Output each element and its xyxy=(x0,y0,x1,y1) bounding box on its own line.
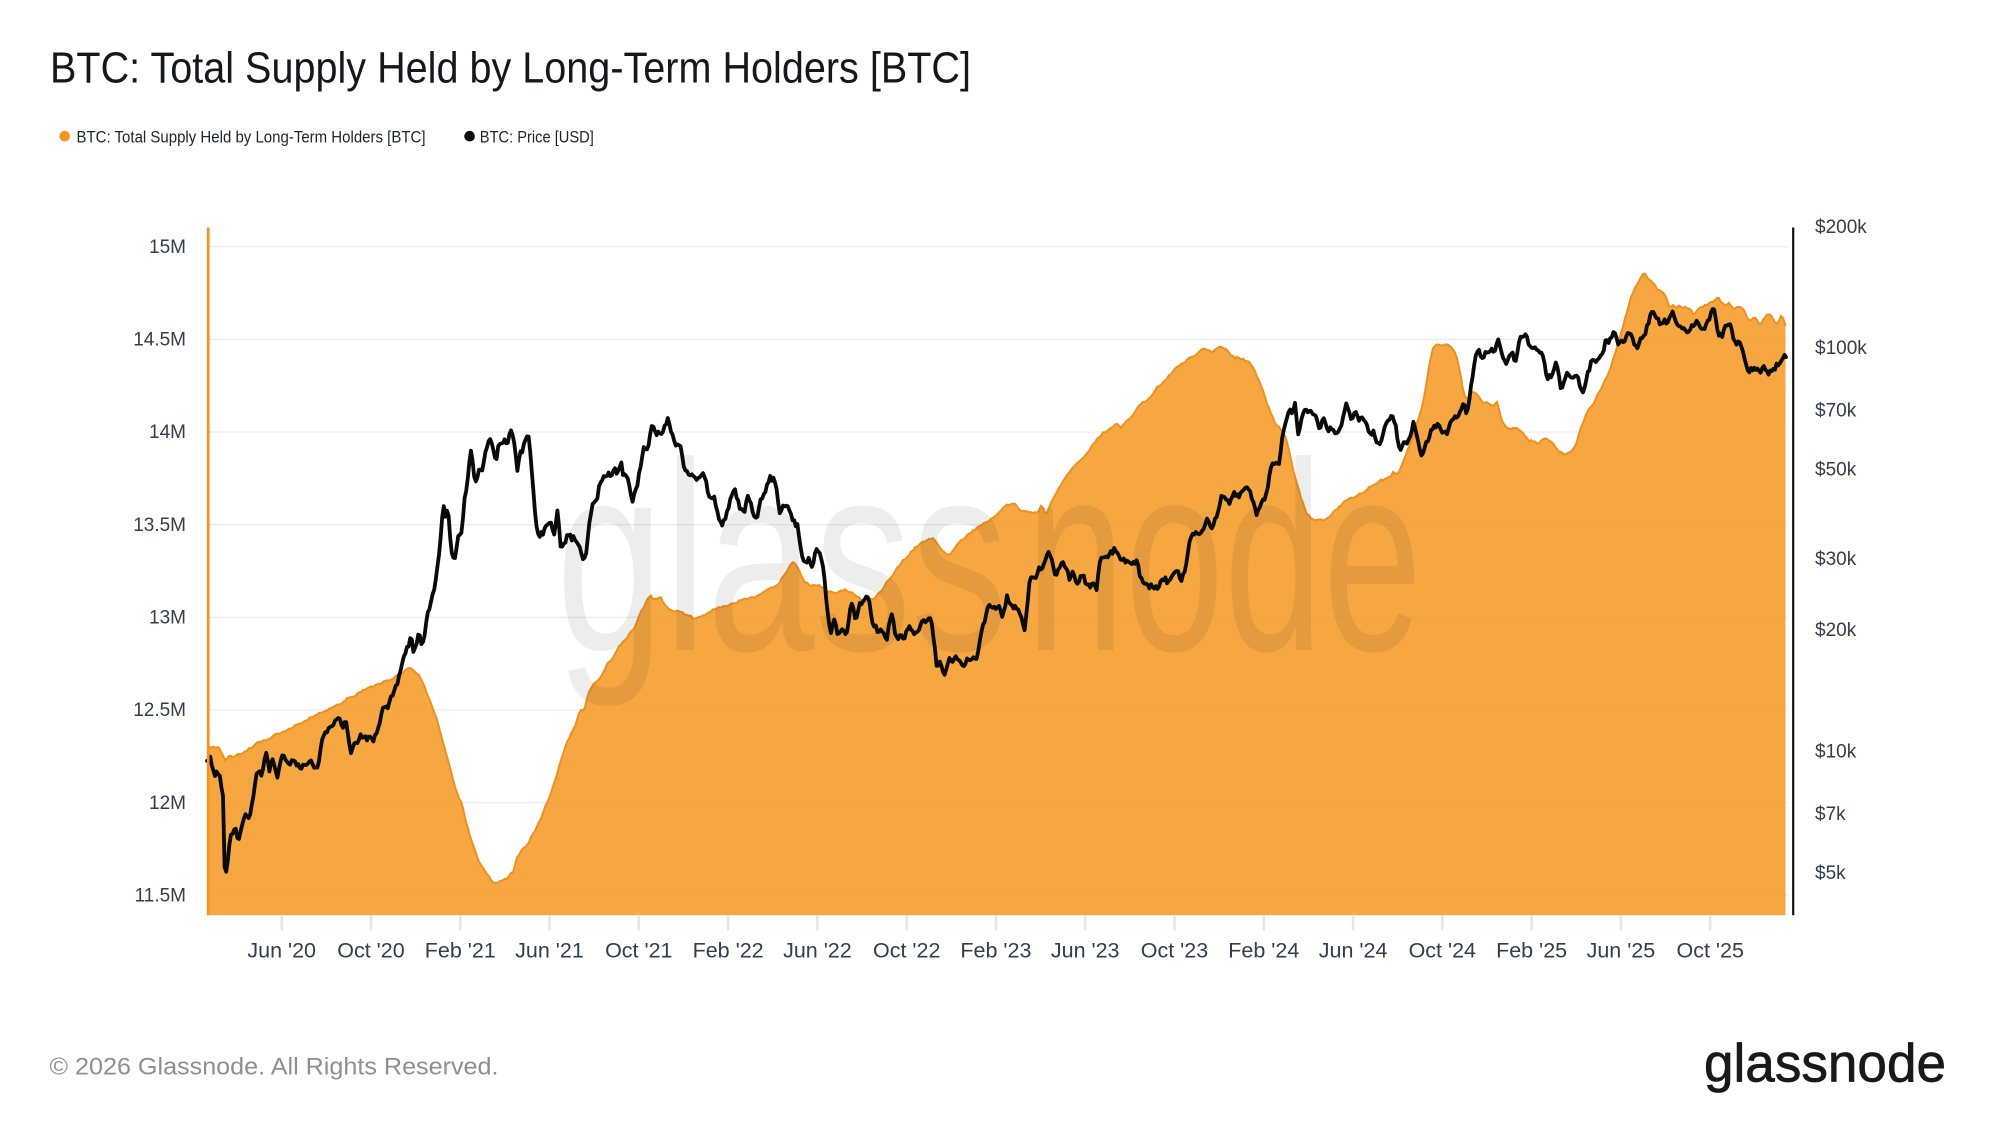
svg-text:Oct '24: Oct '24 xyxy=(1409,939,1476,963)
svg-text:$10k: $10k xyxy=(1815,741,1857,762)
svg-text:15M: 15M xyxy=(149,237,186,258)
svg-text:Oct '23: Oct '23 xyxy=(1141,939,1208,963)
svg-text:$200k: $200k xyxy=(1815,217,1867,238)
svg-text:BTC: Price [USD]: BTC: Price [USD] xyxy=(480,128,594,147)
svg-text:glassnode: glassnode xyxy=(1704,1034,1946,1094)
svg-text:13.5M: 13.5M xyxy=(133,515,186,536)
svg-text:13M: 13M xyxy=(149,608,186,629)
svg-text:Jun '22: Jun '22 xyxy=(783,939,852,963)
svg-text:BTC: Total Supply Held by Long: BTC: Total Supply Held by Long-Term Hold… xyxy=(50,45,971,93)
svg-text:14.5M: 14.5M xyxy=(133,330,186,351)
svg-text:14M: 14M xyxy=(149,422,186,443)
svg-text:$7k: $7k xyxy=(1815,804,1846,825)
svg-text:node: node xyxy=(1026,407,1422,708)
svg-text:11.5M: 11.5M xyxy=(135,886,186,907)
svg-text:Oct '22: Oct '22 xyxy=(873,939,940,963)
svg-text:$5k: $5k xyxy=(1815,863,1846,884)
svg-text:Oct '25: Oct '25 xyxy=(1676,939,1743,963)
svg-text:$30k: $30k xyxy=(1815,549,1857,570)
svg-text:Feb '25: Feb '25 xyxy=(1496,939,1567,963)
svg-text:© 2026 Glassnode. All Rights R: © 2026 Glassnode. All Rights Reserved. xyxy=(50,1054,499,1081)
svg-text:Feb '23: Feb '23 xyxy=(960,939,1031,963)
svg-text:glass: glass xyxy=(556,407,1008,709)
svg-text:12.5M: 12.5M xyxy=(133,700,186,721)
svg-text:Feb '21: Feb '21 xyxy=(425,939,496,963)
svg-text:$50k: $50k xyxy=(1815,460,1857,481)
svg-text:Jun '21: Jun '21 xyxy=(515,939,584,963)
svg-text:$100k: $100k xyxy=(1815,338,1867,359)
svg-text:Oct '21: Oct '21 xyxy=(605,939,672,963)
svg-text:$20k: $20k xyxy=(1815,620,1857,641)
svg-text:$70k: $70k xyxy=(1815,401,1857,422)
svg-text:Feb '24: Feb '24 xyxy=(1228,939,1299,963)
svg-text:Oct '20: Oct '20 xyxy=(337,939,404,963)
svg-text:Feb '22: Feb '22 xyxy=(693,939,764,963)
svg-text:12M: 12M xyxy=(149,793,186,814)
svg-text:Jun '23: Jun '23 xyxy=(1051,939,1120,963)
svg-text:Jun '24: Jun '24 xyxy=(1319,939,1388,963)
svg-text:Jun '20: Jun '20 xyxy=(247,939,316,963)
svg-text:Jun '25: Jun '25 xyxy=(1587,939,1656,963)
svg-text:BTC: Total Supply Held by Long: BTC: Total Supply Held by Long-Term Hold… xyxy=(77,128,426,147)
